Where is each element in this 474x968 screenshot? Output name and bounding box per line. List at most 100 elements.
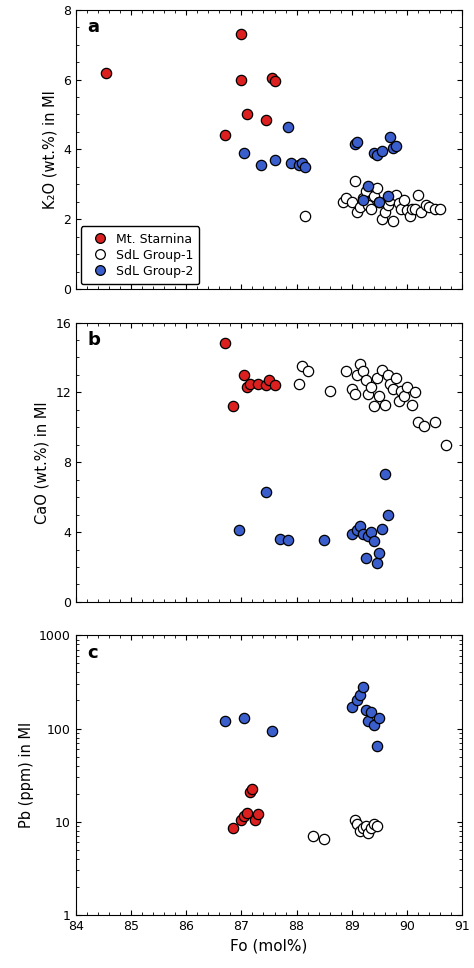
Point (381, 204, 389, 220)
Point (271, 74, 278, 89)
Point (362, 551, 369, 566)
Point (403, 202, 411, 218)
Point (367, 525, 375, 540)
Point (389, 139, 397, 155)
Point (378, 211, 386, 227)
Point (284, 119, 292, 135)
Point (411, 384, 419, 400)
Point (240, 367, 248, 382)
Point (395, 393, 402, 408)
Point (389, 213, 397, 228)
Point (351, 812, 358, 828)
Point (229, 399, 237, 414)
Point (395, 196, 402, 211)
Point (375, 545, 383, 560)
Point (356, 687, 364, 703)
Point (384, 189, 392, 204)
Point (373, 180, 381, 196)
Point (356, 356, 364, 372)
Point (387, 376, 394, 391)
Point (298, 358, 306, 374)
Point (251, 812, 259, 828)
Point (373, 371, 381, 386)
Point (229, 821, 237, 836)
Text: c: c (87, 644, 98, 662)
Point (243, 379, 251, 395)
Point (296, 376, 303, 391)
Point (359, 193, 366, 208)
Point (354, 367, 361, 382)
Point (362, 373, 369, 388)
Y-axis label: K₂O (wt.%) in MI: K₂O (wt.%) in MI (43, 90, 57, 209)
Point (370, 816, 378, 832)
Point (375, 194, 383, 209)
Point (265, 373, 273, 388)
Point (356, 823, 364, 838)
Point (320, 832, 328, 847)
Point (419, 418, 427, 434)
Point (406, 208, 413, 224)
Point (235, 523, 242, 538)
Point (359, 680, 366, 695)
Point (414, 187, 422, 202)
Point (417, 204, 425, 220)
Point (411, 201, 419, 217)
Point (298, 156, 306, 171)
Y-axis label: Pb (ppm) in MI: Pb (ppm) in MI (18, 722, 34, 829)
Point (342, 364, 350, 379)
Point (384, 367, 392, 382)
Point (365, 386, 372, 402)
Point (362, 184, 369, 199)
Point (354, 204, 361, 220)
Point (365, 197, 372, 213)
Point (409, 201, 416, 217)
Point (373, 739, 381, 754)
Point (354, 523, 361, 538)
Point (378, 521, 386, 536)
Point (370, 533, 378, 549)
Point (367, 201, 375, 217)
Point (237, 812, 245, 828)
Point (381, 397, 389, 412)
Point (370, 399, 378, 414)
X-axis label: Fo (mol%): Fo (mol%) (230, 938, 308, 953)
Point (359, 191, 366, 206)
Point (351, 173, 358, 189)
Point (310, 829, 317, 844)
Point (425, 199, 433, 215)
Point (431, 201, 438, 217)
Point (403, 379, 411, 395)
Point (351, 386, 358, 402)
Point (365, 528, 372, 543)
Point (375, 194, 383, 209)
Point (373, 818, 381, 833)
Point (271, 152, 278, 167)
Text: a: a (87, 18, 100, 36)
Point (392, 187, 400, 202)
Point (221, 128, 228, 143)
Point (296, 158, 303, 173)
Point (356, 518, 364, 533)
Point (365, 178, 372, 194)
Point (254, 376, 262, 391)
Point (370, 717, 378, 733)
Point (362, 702, 369, 717)
Point (243, 106, 251, 122)
Point (373, 556, 381, 571)
Point (102, 65, 110, 80)
Point (356, 199, 364, 215)
Y-axis label: CaO (wt.%) in MI: CaO (wt.%) in MI (35, 401, 50, 524)
Point (359, 526, 366, 541)
Point (268, 723, 275, 739)
Point (367, 379, 375, 395)
Point (287, 156, 295, 171)
Point (240, 808, 248, 824)
Point (422, 197, 430, 213)
Point (381, 467, 389, 482)
Point (367, 821, 375, 836)
Point (436, 201, 444, 217)
Point (348, 526, 356, 541)
Point (243, 804, 251, 820)
Point (392, 138, 400, 154)
Point (237, 26, 245, 42)
